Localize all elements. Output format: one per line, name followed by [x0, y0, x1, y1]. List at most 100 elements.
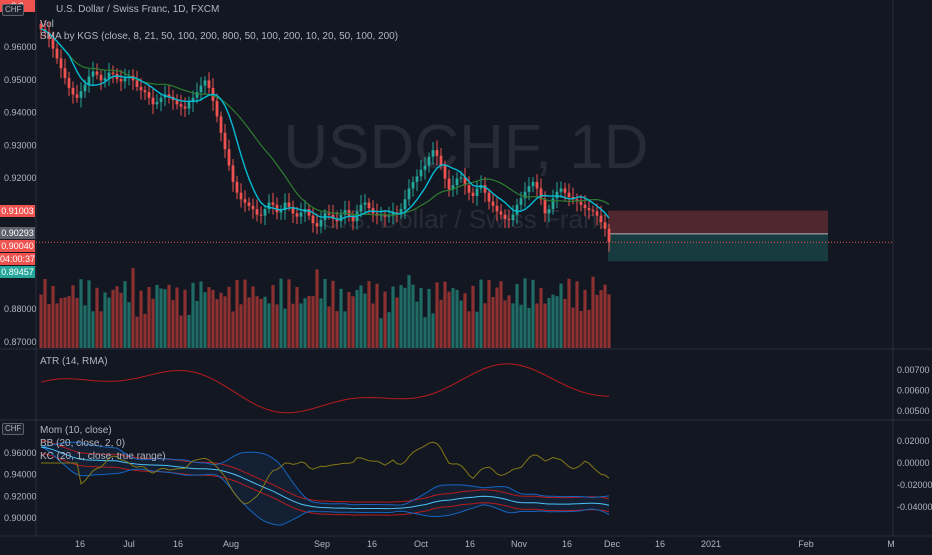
volume-bar [503, 300, 507, 348]
volume-bar [339, 288, 343, 348]
atr-legend[interactable]: ATR (14, RMA) [40, 356, 108, 367]
volume-bar [507, 295, 511, 348]
candle-body [395, 212, 399, 214]
volume-bar [247, 297, 251, 348]
volume-bar [47, 304, 51, 348]
bottom-pane-symbol-badge[interactable]: CHF [2, 423, 25, 435]
candle-body [563, 188, 567, 193]
candle-body [311, 215, 315, 224]
volume-bar [295, 286, 299, 348]
volume-bar [71, 285, 75, 348]
candle-body [255, 209, 259, 215]
candle-body [267, 202, 271, 210]
candle-body [487, 192, 491, 202]
volume-bar [539, 288, 543, 348]
atr-tick-label: 0.00600 [897, 386, 930, 396]
candle-body [235, 181, 239, 193]
candle-body [359, 204, 363, 212]
candle-body [307, 209, 311, 216]
axes-layer[interactable]: 0.96000 0.95000 0.94000 0.93000 0.92000 0.880… [4, 42, 932, 549]
volume-bar [175, 287, 179, 348]
volume-bar [487, 279, 491, 348]
time-tick-label: Sep [314, 539, 330, 549]
candle-body [523, 191, 527, 199]
bottom-right-tick-label: -0.04000 [897, 502, 932, 512]
candle-body [95, 71, 99, 75]
volume-bar [551, 294, 555, 348]
volume-bar [39, 294, 43, 348]
volume-bar [531, 279, 535, 348]
price-tick-label: 0.88000 [4, 304, 37, 314]
volume-bar [203, 292, 207, 348]
volume-bar [411, 284, 415, 348]
candle-body [319, 219, 323, 227]
candle-body [219, 116, 223, 133]
candle-body [435, 150, 439, 156]
time-tick-label: 16 [75, 539, 85, 549]
candle-body [223, 132, 227, 150]
mom-legend[interactable]: Mom (10, close) [40, 425, 112, 436]
volume-bar [475, 311, 479, 348]
volume-bar [287, 279, 291, 348]
candle-body [587, 208, 591, 211]
volume-bar [355, 289, 359, 348]
candle-body [463, 177, 467, 186]
volume-bar [251, 286, 255, 348]
volume-bar [331, 280, 335, 348]
candle-body [175, 100, 179, 105]
position-stop-zone[interactable] [608, 210, 828, 234]
candle-body [291, 206, 295, 214]
volume-bar [443, 281, 447, 348]
candle-body [467, 185, 471, 193]
candle-body [107, 72, 111, 79]
volume-bar [491, 296, 495, 348]
candle-body [339, 214, 343, 222]
volume-bar [359, 285, 363, 348]
kc-legend[interactable]: KC (20, 1, close, true range) [40, 451, 166, 462]
volume-bar [327, 306, 331, 348]
candle-body [551, 198, 555, 210]
candle-body [191, 97, 195, 103]
volume-bar [131, 268, 135, 348]
volume-bar [227, 286, 231, 348]
volume-bar [423, 317, 427, 348]
sma-legend[interactable]: SMA by KGS (close, 8, 21, 50, 100, 200, … [40, 31, 399, 42]
volume-bar [123, 281, 127, 348]
volume-bar [559, 283, 563, 348]
candle-body [203, 80, 207, 86]
volume-bar [527, 307, 531, 348]
candle-body [299, 212, 303, 217]
bottom-indicator-layer [40, 440, 610, 526]
volume-bar [315, 269, 319, 348]
vol-legend[interactable]: Vol [40, 19, 54, 30]
bottom-right-tick-label: 0.02000 [897, 436, 930, 446]
price-tick-label: 0.93000 [4, 140, 37, 150]
time-tick-label: Dec [604, 539, 621, 549]
volume-bar [607, 294, 611, 348]
chart-title[interactable]: U.S. Dollar / Swiss Franc, 1D, FXCM [56, 4, 220, 15]
volume-bar [139, 290, 143, 348]
volume-bar [127, 302, 131, 348]
bb-legend[interactable]: BB (20, close, 2, 0) [40, 438, 126, 449]
candle-body [63, 68, 67, 79]
candle-body [67, 78, 71, 88]
position-tool-layer[interactable] [36, 210, 893, 262]
volume-bar [111, 289, 115, 348]
volume-bar [347, 291, 351, 348]
candle-body [139, 86, 143, 91]
candle-body [491, 201, 495, 206]
candle-body [499, 211, 503, 215]
symbol-badge[interactable]: CHF [2, 4, 25, 16]
position-target-zone[interactable] [608, 233, 828, 262]
volume-bar [479, 279, 483, 348]
volume-bar [467, 311, 471, 348]
candle-body [451, 185, 455, 190]
kc-upper-line [40, 440, 610, 503]
volume-bar [239, 304, 243, 348]
volume-bar [371, 303, 375, 348]
volume-bar [499, 281, 503, 348]
volume-bar [363, 293, 367, 348]
volume-bar [99, 311, 103, 348]
